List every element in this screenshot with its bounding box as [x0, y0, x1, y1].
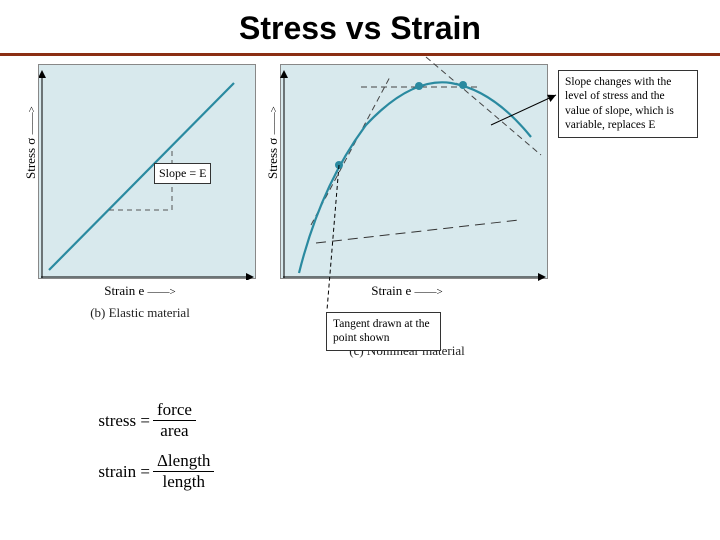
- xlabel-b-text: Strain e: [104, 283, 144, 298]
- strain-den: length: [153, 472, 214, 492]
- ylabel-c: Stress σ ——>: [265, 165, 281, 179]
- ylabel-b-text: Stress σ: [23, 137, 38, 178]
- strain-num: Δlength: [153, 451, 214, 472]
- panel-nonlinear: Stress σ ——> Strain e ——> Tangent drawn …: [266, 64, 548, 359]
- plot-nonlinear-svg: [281, 65, 549, 280]
- panel-elastic: Stress σ ——> Slope = E Strain e ——> (b) …: [24, 64, 256, 359]
- tangent-callout: Tangent drawn at the point shown: [326, 312, 441, 351]
- stress-label: stress =: [90, 411, 150, 431]
- page-title: Stress vs Strain: [0, 0, 720, 53]
- slope-changes-callout: Slope changes with the level of stress a…: [558, 70, 698, 138]
- xlabel-b-arrow: ——>: [148, 286, 176, 298]
- xlabel-c: Strain e ——>: [371, 283, 443, 299]
- caption-b: (b) Elastic material: [90, 305, 190, 321]
- ylabel-b: Stress σ ——>: [23, 165, 39, 179]
- formulas: stress = force area strain = Δlength len…: [90, 400, 214, 502]
- formula-strain: strain = Δlength length: [90, 451, 214, 492]
- plot-nonlinear: [280, 64, 548, 279]
- title-underline: [0, 53, 720, 56]
- stress-num: force: [153, 400, 196, 421]
- plot-elastic-svg: [39, 65, 257, 280]
- strain-label: strain =: [90, 462, 150, 482]
- slope-label: Slope = E: [154, 163, 211, 184]
- xlabel-c-text: Strain e: [371, 283, 411, 298]
- ylabel-c-text: Stress σ: [265, 137, 280, 178]
- formula-stress: stress = force area: [90, 400, 214, 441]
- ylabel-c-arrow: ——>: [268, 106, 280, 134]
- ylabel-b-arrow: ——>: [26, 106, 38, 134]
- xlabel-b: Strain e ——>: [104, 283, 176, 299]
- stress-den: area: [153, 421, 196, 441]
- plot-elastic: Slope = E: [38, 64, 256, 279]
- xlabel-c-arrow: ——>: [415, 286, 443, 298]
- panels-row: Stress σ ——> Slope = E Strain e ——> (b) …: [0, 64, 720, 359]
